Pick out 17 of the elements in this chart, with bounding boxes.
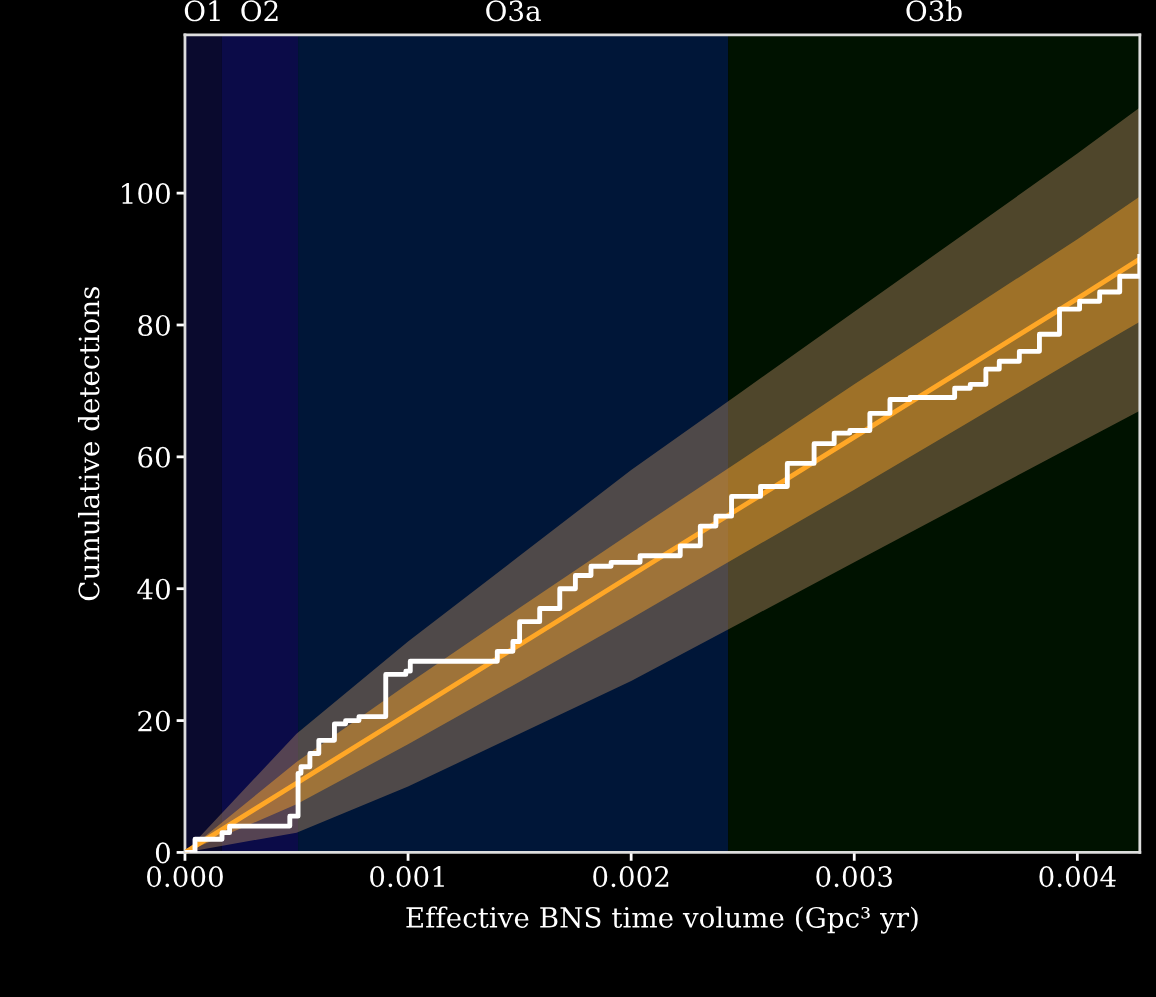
x-tick-label: 0.000 [147, 866, 223, 888]
band-label: O3a [486, 0, 541, 22]
band-label: O1 [184, 0, 220, 22]
y-tick-label: 40 [137, 578, 170, 600]
x-tick-label: 0.004 [1039, 866, 1116, 888]
band-label: O3b [906, 0, 962, 22]
y-tick-label: 0 [155, 842, 170, 864]
x-tick-label: 0.003 [816, 866, 892, 888]
y-axis-title: Cumulative detections [77, 287, 100, 601]
y-tick-label: 60 [138, 446, 170, 468]
x-tick-label: 0.002 [593, 866, 669, 888]
x-axis-title: Effective BNS time volume (Gpc³ yr) [406, 906, 918, 934]
band-label: O2 [241, 0, 278, 22]
y-tick-label: 100 [122, 183, 170, 205]
x-tick-label: 0.001 [370, 866, 444, 888]
y-tick-label: 20 [138, 710, 170, 732]
y-tick-label: 80 [138, 314, 170, 336]
